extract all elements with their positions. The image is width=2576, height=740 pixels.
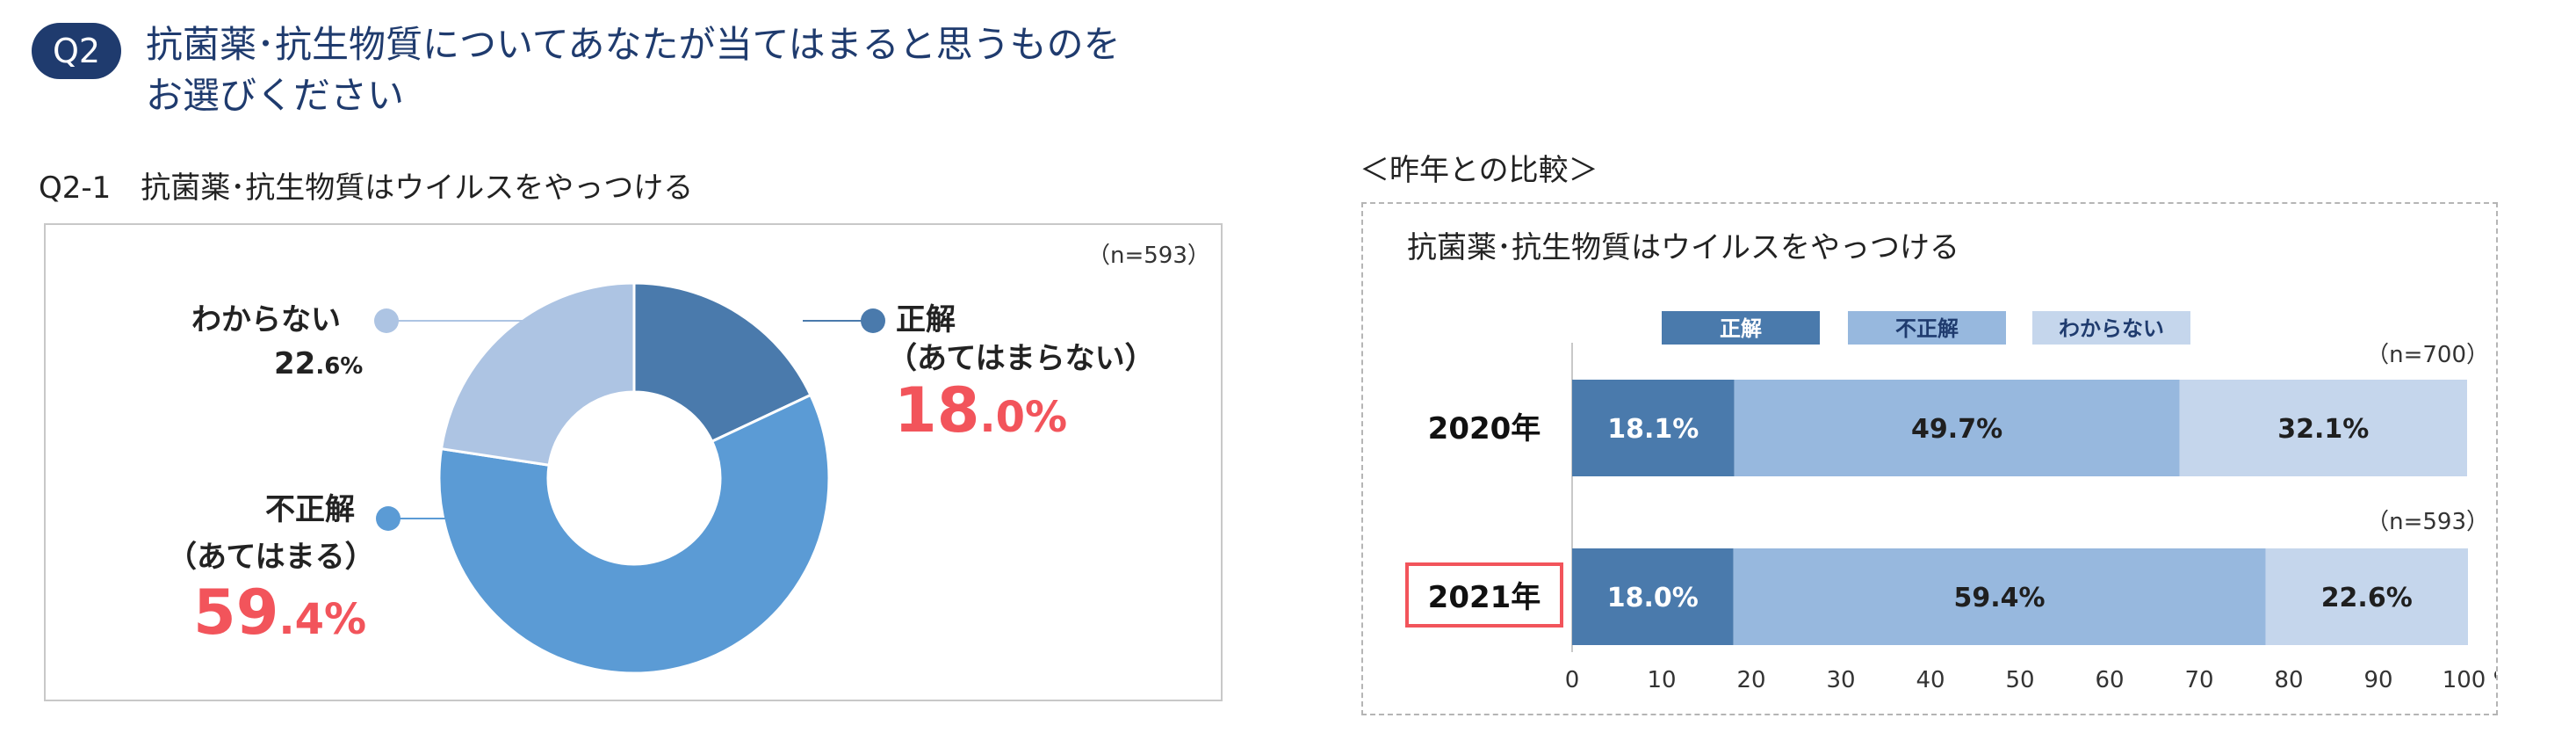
x-tick-label: 50 xyxy=(2005,667,2034,693)
donut-slice-correct xyxy=(632,281,812,444)
x-tick-label: 20 xyxy=(1736,667,1765,693)
bar-2021-incorrect xyxy=(1733,548,2266,645)
bar-2020-correct xyxy=(1572,380,1735,476)
correct-sublabel: （あてはまらない） xyxy=(887,341,1155,376)
bar-2020-incorrect xyxy=(1734,380,2180,476)
correct-percent: 18.0% xyxy=(894,374,1068,446)
question-title-line2: お選びください xyxy=(146,74,405,117)
bar-chart-title: 抗菌薬･抗生物質はウイルスをやっつける xyxy=(1407,230,1959,265)
x-tick-label: 40 xyxy=(1916,667,1945,693)
question-title: 抗菌薬･抗生物質についてあなたが当てはまると思うものを お選びください xyxy=(146,19,1121,121)
x-tick-label: 100 % xyxy=(2443,667,2496,693)
bar-value-label: 32.1% xyxy=(2277,414,2369,445)
bar-value-label: 59.4% xyxy=(1954,583,2046,613)
donut-subtitle: Q2-1 抗菌薬･抗生物質はウイルスをやっつける xyxy=(39,170,694,206)
highlight-box xyxy=(1405,562,1563,628)
question-title-line1: 抗菌薬･抗生物質についてあなたが当てはまると思うものを xyxy=(146,23,1121,66)
bar-value-label: 18.0% xyxy=(1607,583,1699,613)
donut-chart-panel: （n=593） 正解 （あてはまらない） 18.0% わからない 22.6% 不… xyxy=(44,223,1223,701)
incorrect-percent: 59.4% xyxy=(193,577,367,649)
legend-label-incorrect: 不正解 xyxy=(1895,316,1959,341)
bar-value-label: 18.1% xyxy=(1607,414,1699,445)
bar-value-label: 22.6% xyxy=(2321,583,2413,613)
x-tick-label: 10 xyxy=(1647,667,1676,693)
comparison-heading: ＜昨年との比較＞ xyxy=(1360,153,1598,188)
bar-2021-unknown xyxy=(2265,548,2468,645)
donut-chart xyxy=(374,281,885,675)
bar-n-label: （n=700） xyxy=(2366,342,2489,368)
incorrect-label: 不正解 xyxy=(265,492,355,527)
correct-label: 正解 xyxy=(896,302,956,337)
bar-category-label: 2021年 xyxy=(1428,580,1541,615)
x-tick-label: 0 xyxy=(1565,667,1580,693)
legend-label-correct: 正解 xyxy=(1720,316,1762,341)
incorrect-leader xyxy=(376,506,457,531)
bar-2021-correct xyxy=(1572,548,1734,645)
unknown-leader xyxy=(374,308,569,333)
x-tick-label: 60 xyxy=(2095,667,2124,693)
bar-n-label: （n=593） xyxy=(2366,509,2489,535)
question-badge: Q2 xyxy=(32,23,121,79)
donut-n-label: （n=593） xyxy=(1087,243,1210,269)
donut-slice-unknown xyxy=(439,281,636,467)
legend-label-unknown: わからない xyxy=(2059,316,2164,341)
legend-swatch-incorrect xyxy=(1848,311,2006,345)
x-tick-label: 30 xyxy=(1826,667,1855,693)
bar-2020-unknown xyxy=(2179,380,2467,476)
unknown-percent: 22.6% xyxy=(274,346,364,381)
stacked-bar-chart: 正解 不正解 わからない 18.1% 49.7% 32.1% 2020年 （n=700） 18.… xyxy=(1405,311,2496,693)
unknown-label: わからない xyxy=(191,302,341,337)
x-tick-label: 80 xyxy=(2274,667,2303,693)
bar-category-label: 2020年 xyxy=(1428,411,1541,446)
incorrect-sublabel: （あてはまる） xyxy=(167,540,375,575)
bar-value-label: 49.7% xyxy=(1911,414,2002,445)
legend-swatch-unknown xyxy=(2032,311,2190,345)
correct-leader xyxy=(803,308,885,333)
legend-swatch-correct xyxy=(1662,311,1820,345)
x-tick-label: 70 xyxy=(2184,667,2213,693)
x-tick-label: 90 xyxy=(2363,667,2392,693)
comparison-chart-panel: 正解 不正解 わからない 18.1% 49.7% 32.1% 2020年 （n=700） 18.… xyxy=(1361,202,2498,715)
